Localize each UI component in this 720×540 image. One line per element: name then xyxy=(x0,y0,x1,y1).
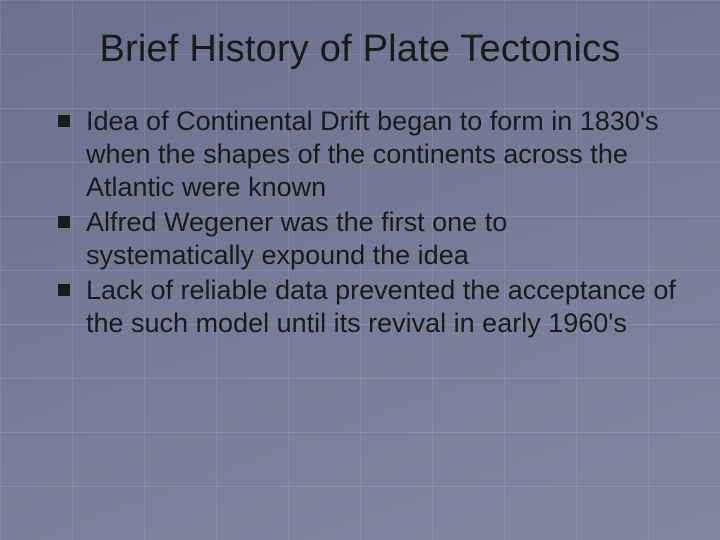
slide: Brief History of Plate Tectonics Idea of… xyxy=(0,0,720,540)
slide-content: Brief History of Plate Tectonics Idea of… xyxy=(0,0,720,340)
list-item: Alfred Wegener was the first one to syst… xyxy=(64,206,680,272)
slide-title: Brief History of Plate Tectonics xyxy=(40,28,680,71)
list-item: Idea of Continental Drift began to form … xyxy=(64,105,680,204)
bullet-list: Idea of Continental Drift began to form … xyxy=(40,105,680,340)
list-item: Lack of reliable data prevented the acce… xyxy=(64,274,680,340)
